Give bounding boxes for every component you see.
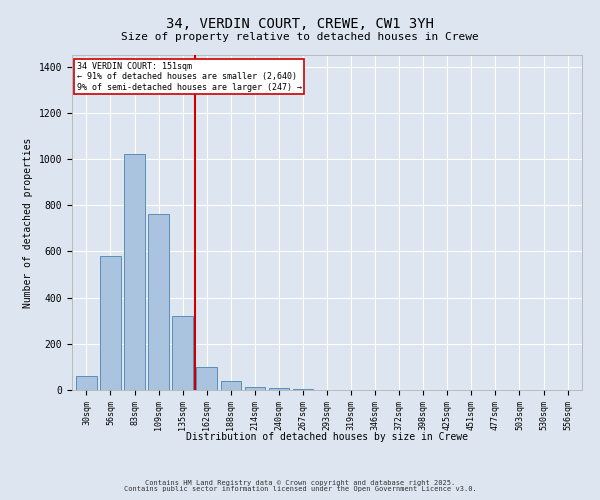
Bar [221,381,241,390]
Text: Size of property relative to detached houses in Crewe: Size of property relative to detached ho… [121,32,479,42]
Bar [269,388,289,390]
Bar [76,376,97,390]
Bar [148,214,169,390]
Bar [245,386,265,390]
Bar [172,316,193,390]
Bar [293,389,313,390]
Bar [100,256,121,390]
X-axis label: Distribution of detached houses by size in Crewe: Distribution of detached houses by size … [186,432,468,442]
Text: 34 VERDIN COURT: 151sqm
← 91% of detached houses are smaller (2,640)
9% of semi-: 34 VERDIN COURT: 151sqm ← 91% of detache… [77,62,302,92]
Bar [196,367,217,390]
Text: 34, VERDIN COURT, CREWE, CW1 3YH: 34, VERDIN COURT, CREWE, CW1 3YH [166,18,434,32]
Bar [124,154,145,390]
Y-axis label: Number of detached properties: Number of detached properties [23,138,33,308]
Text: Contains HM Land Registry data © Crown copyright and database right 2025.
Contai: Contains HM Land Registry data © Crown c… [124,480,476,492]
